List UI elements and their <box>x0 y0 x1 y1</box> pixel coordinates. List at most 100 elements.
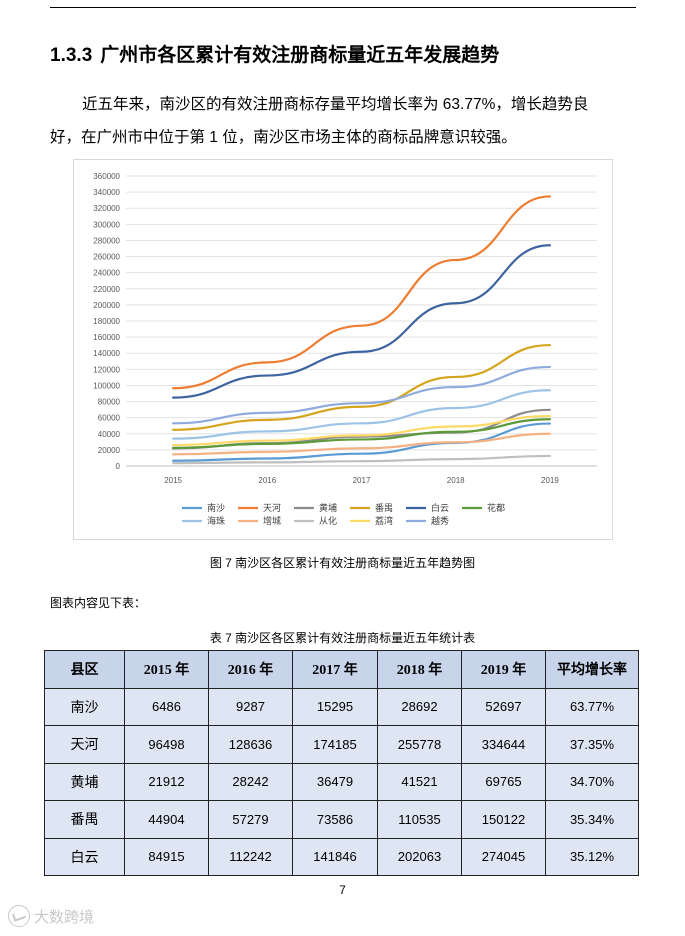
x-tick-label: 2017 <box>353 476 371 485</box>
y-tick-label: 200000 <box>93 301 120 310</box>
paragraph-line-1: 近五年来，南沙区的有效注册商标存量平均增长率为 63.77%，增长趋势良 <box>82 96 589 113</box>
table-row: 南沙 6486 9287 15295 28692 52697 63.77% <box>44 687 639 726</box>
table-row: 番禺 44904 57279 73586 110535 150122 35.34… <box>44 800 639 839</box>
see-below-note: 图表内容见下表： <box>50 596 147 610</box>
header-2015: 2015 年 <box>124 650 209 689</box>
y-tick-label: 240000 <box>93 269 120 278</box>
header-2018: 2018 年 <box>377 650 462 689</box>
legend-label: 从化 <box>319 515 337 527</box>
legend-label: 黄埔 <box>319 502 337 514</box>
cell-growth: 63.77% <box>545 687 639 726</box>
x-tick-label: 2019 <box>541 476 559 485</box>
series-line-白云 <box>172 244 551 399</box>
table-caption: 表 7 南沙区各区累计有效注册商标量近五年统计表 <box>209 631 476 645</box>
section-heading: 1.3.3 广州市各区累计有效注册商标量近五年发展趋势 <box>50 40 499 67</box>
x-tick-label: 2016 <box>258 476 276 485</box>
x-tick-label: 2018 <box>447 476 465 485</box>
series-line-从化 <box>172 454 551 465</box>
paragraph-line-2: 好，在广州市中位于第 1 位，南沙区市场主体的商标品牌意识较强。 <box>50 129 517 146</box>
y-tick-label: 80000 <box>98 398 121 407</box>
cell-value: 96498 <box>124 725 209 764</box>
cell-value: 41521 <box>377 762 462 801</box>
cell-district: 天河 <box>44 725 125 764</box>
cell-growth: 34.70% <box>545 762 639 801</box>
y-tick-label: 340000 <box>93 188 120 197</box>
series-line-番禺 <box>172 343 551 431</box>
stats-table: 县区 2015 年 2016 年 2017 年 2018 年 2019 年 平均… <box>44 650 639 876</box>
y-tick-label: 120000 <box>93 365 120 374</box>
legend-label: 越秀 <box>431 515 449 527</box>
figure-caption: 图 7 南沙区各区累计有效注册商标量近五年趋势图 <box>209 556 476 570</box>
series-line-南沙 <box>172 422 551 462</box>
cell-value: 110535 <box>377 800 462 839</box>
header-2016: 2016 年 <box>208 650 293 689</box>
y-tick-label: 300000 <box>93 220 120 229</box>
header-avg-growth: 平均增长率 <box>545 650 639 689</box>
watermark-text: 大数跨境 <box>34 908 95 926</box>
page-number: 7 <box>339 883 346 897</box>
cell-value: 28692 <box>377 687 462 726</box>
legend-label: 荔湾 <box>375 515 393 527</box>
cell-value: 174185 <box>292 725 378 764</box>
header-2017: 2017 年 <box>292 650 378 689</box>
cell-district: 番禺 <box>44 800 125 839</box>
series-line-荔湾 <box>172 414 551 447</box>
series-line-花都 <box>172 418 551 449</box>
y-tick-label: 0 <box>116 462 121 471</box>
legend-label: 花都 <box>487 502 505 514</box>
legend-label: 海珠 <box>207 515 225 527</box>
cell-value: 21912 <box>124 762 209 801</box>
trend-chart-svg: 0 20000 40000 60000 80000 100000 120000 140000 1… <box>93 172 597 527</box>
cell-value: 150122 <box>461 800 546 839</box>
series-line-海珠 <box>172 389 551 440</box>
legend-label: 南沙 <box>207 502 225 514</box>
section-number: 1.3.3 <box>50 45 93 66</box>
header-rule <box>50 7 636 8</box>
cell-value: 44904 <box>124 800 209 839</box>
cell-value: 52697 <box>461 687 546 726</box>
cell-value: 28242 <box>208 762 293 801</box>
y-tick-label: 20000 <box>98 446 121 455</box>
y-tick-label: 260000 <box>93 253 120 262</box>
y-tick-label: 140000 <box>93 349 120 358</box>
legend-label: 天河 <box>263 502 281 514</box>
cell-value: 57279 <box>208 800 293 839</box>
y-tick-label: 40000 <box>98 430 121 439</box>
cell-value: 15295 <box>292 687 378 726</box>
y-tick-label: 320000 <box>93 204 120 213</box>
x-tick-label: 2015 <box>164 476 182 485</box>
watermark: 大数跨境 <box>8 905 94 927</box>
cell-growth: 35.34% <box>545 800 639 839</box>
y-tick-label: 100000 <box>93 381 120 390</box>
cell-value: 141846 <box>292 837 378 876</box>
cell-growth: 35.12% <box>545 837 639 876</box>
y-tick-label: 220000 <box>93 285 120 294</box>
cell-value: 274045 <box>461 837 546 876</box>
y-tick-label: 60000 <box>98 414 121 423</box>
header-district: 县区 <box>44 650 125 689</box>
cell-value: 112242 <box>208 837 293 876</box>
legend-label: 增城 <box>263 515 281 527</box>
cell-district: 黄埔 <box>44 762 125 801</box>
cell-value: 84915 <box>124 837 209 876</box>
cell-value: 9287 <box>208 687 293 726</box>
cell-value: 73586 <box>292 800 378 839</box>
cell-growth: 37.35% <box>545 725 639 764</box>
y-tick-label: 180000 <box>93 317 120 326</box>
series-line-增城 <box>172 432 551 456</box>
y-tick-label: 280000 <box>93 236 120 245</box>
cell-value: 128636 <box>208 725 293 764</box>
table-row: 白云 84915 112242 141846 202063 274045 35.… <box>44 837 639 876</box>
table-row: 天河 96498 128636 174185 255778 334644 37.… <box>44 725 639 764</box>
y-tick-label: 360000 <box>93 172 120 181</box>
cell-value: 255778 <box>377 725 462 764</box>
watermark-logo-icon <box>8 905 30 927</box>
cell-district: 白云 <box>44 837 125 876</box>
header-2019: 2019 年 <box>461 650 546 689</box>
cell-value: 69765 <box>461 762 546 801</box>
series-line-越秀 <box>172 365 551 425</box>
y-tick-label: 160000 <box>93 333 120 342</box>
legend-label: 白云 <box>431 502 449 514</box>
table-header-row: 县区 2015 年 2016 年 2017 年 2018 年 2019 年 平均… <box>44 650 639 689</box>
cell-value: 334644 <box>461 725 546 764</box>
